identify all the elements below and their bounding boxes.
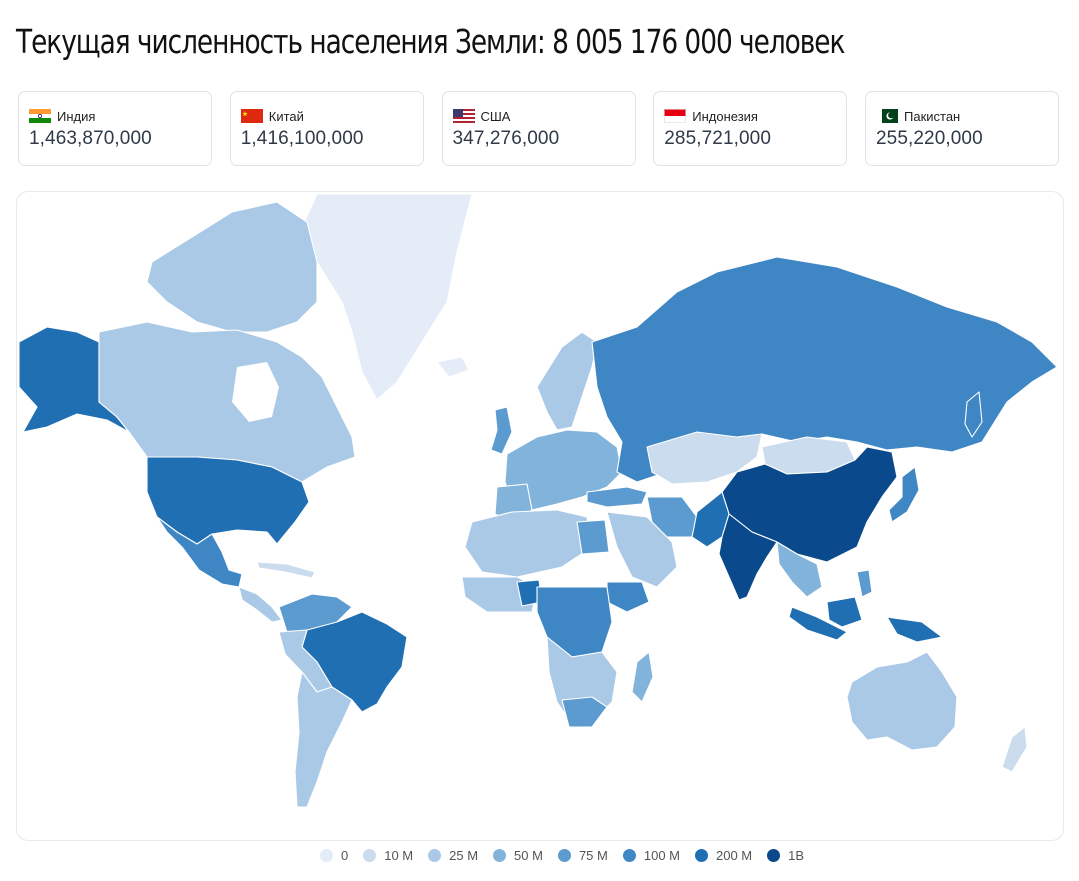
country-name: Пакистан: [904, 108, 961, 124]
world-map: [16, 191, 1064, 841]
country-name: Индия: [57, 108, 96, 124]
region-iceland[interactable]: [436, 356, 470, 378]
india-flag-icon: [29, 109, 51, 123]
country-card-usa[interactable]: США 347,276,000: [441, 91, 636, 166]
region-mexico[interactable]: [156, 516, 243, 588]
country-population: 1,463,870,000: [29, 128, 152, 149]
region-japan[interactable]: [888, 466, 920, 523]
region-arabia[interactable]: [606, 511, 678, 588]
region-indonesia[interactable]: [788, 606, 848, 641]
country-population: 285,721,000: [664, 128, 772, 149]
legend-item: 75 M: [557, 847, 608, 863]
region-alaska[interactable]: [18, 326, 130, 433]
legend-item: 50 M: [493, 848, 543, 863]
top-countries: Индия 1,463,870,000 Китай 1,416,100,000 …: [18, 91, 1059, 168]
region-russia[interactable]: [591, 256, 1058, 483]
legend-label: 50 M: [514, 847, 543, 863]
country-card-pakistan[interactable]: Пакистан 255,220,000: [865, 91, 1059, 166]
region-kazakhstan[interactable]: [646, 431, 763, 485]
legend-swatch: [320, 848, 333, 862]
legend-item: 100 M: [622, 847, 680, 863]
region-scandinavia[interactable]: [536, 331, 598, 431]
legend-swatch: [767, 848, 781, 862]
country-name: Индонезия: [692, 108, 758, 124]
country-card-india[interactable]: Индия 1,463,870,000: [18, 91, 212, 166]
country-population: 1,416,100,000: [240, 128, 364, 149]
region-caribbean[interactable]: [256, 561, 316, 579]
page-title: Текущая численность населения Земли: 8 0…: [16, 22, 845, 61]
legend-item: 10 M: [363, 848, 413, 863]
country-population: 347,276,000: [452, 128, 560, 149]
region-australia[interactable]: [846, 651, 958, 751]
region-india[interactable]: [718, 513, 778, 601]
region-new-guinea[interactable]: [886, 616, 943, 643]
legend-item: 25 M: [428, 848, 478, 863]
region-south-africa[interactable]: [561, 696, 608, 728]
region-kamchatka[interactable]: [964, 391, 983, 438]
map-legend: 0 10 M 25 M 50 M 75 M 100 M 200 M 1B: [320, 846, 819, 864]
region-north-africa[interactable]: [464, 509, 593, 578]
region-borneo[interactable]: [826, 596, 863, 628]
indonesia-flag-icon: [664, 109, 687, 123]
legend-swatch: [557, 848, 571, 862]
legend-label: 75 M: [578, 847, 608, 863]
legend-label: 0: [341, 847, 349, 863]
region-philippines[interactable]: [856, 569, 873, 598]
country-population: 255,220,000: [876, 128, 983, 149]
country-name: США: [480, 108, 511, 124]
region-arctic-islands[interactable]: [146, 201, 318, 333]
region-uk[interactable]: [490, 406, 513, 455]
legend-label: 1B: [788, 847, 805, 863]
legend-label: 10 M: [384, 847, 414, 863]
legend-swatch: [428, 848, 442, 862]
legend-label: 25 M: [449, 847, 479, 863]
region-ethiopia[interactable]: [606, 581, 650, 613]
country-name: Китай: [268, 108, 304, 124]
region-egypt[interactable]: [576, 519, 610, 555]
usa-flag-icon: [452, 109, 475, 123]
legend-swatch: [622, 848, 636, 862]
country-card-indonesia[interactable]: Индонезия 285,721,000: [653, 91, 848, 166]
legend-item: 200 M: [695, 848, 752, 863]
pakistan-flag-icon: [876, 109, 898, 123]
legend-label: 100 M: [643, 847, 680, 863]
legend-item: 0: [320, 848, 348, 863]
region-turkey[interactable]: [586, 486, 648, 508]
region-southern-cone[interactable]: [294, 671, 353, 808]
region-new-zealand[interactable]: [1001, 726, 1028, 773]
legend-swatch: [695, 848, 708, 862]
region-canada[interactable]: [98, 321, 356, 483]
region-southeast-asia[interactable]: [776, 541, 823, 598]
country-card-china[interactable]: Китай 1,416,100,000: [229, 91, 424, 166]
legend-label: 200 M: [716, 847, 753, 863]
region-madagascar[interactable]: [631, 651, 654, 703]
legend-item: 1B: [767, 848, 804, 863]
region-central-america[interactable]: [238, 586, 283, 623]
legend-swatch: [363, 848, 377, 862]
china-flag-icon: [240, 109, 263, 123]
legend-swatch: [493, 848, 507, 862]
